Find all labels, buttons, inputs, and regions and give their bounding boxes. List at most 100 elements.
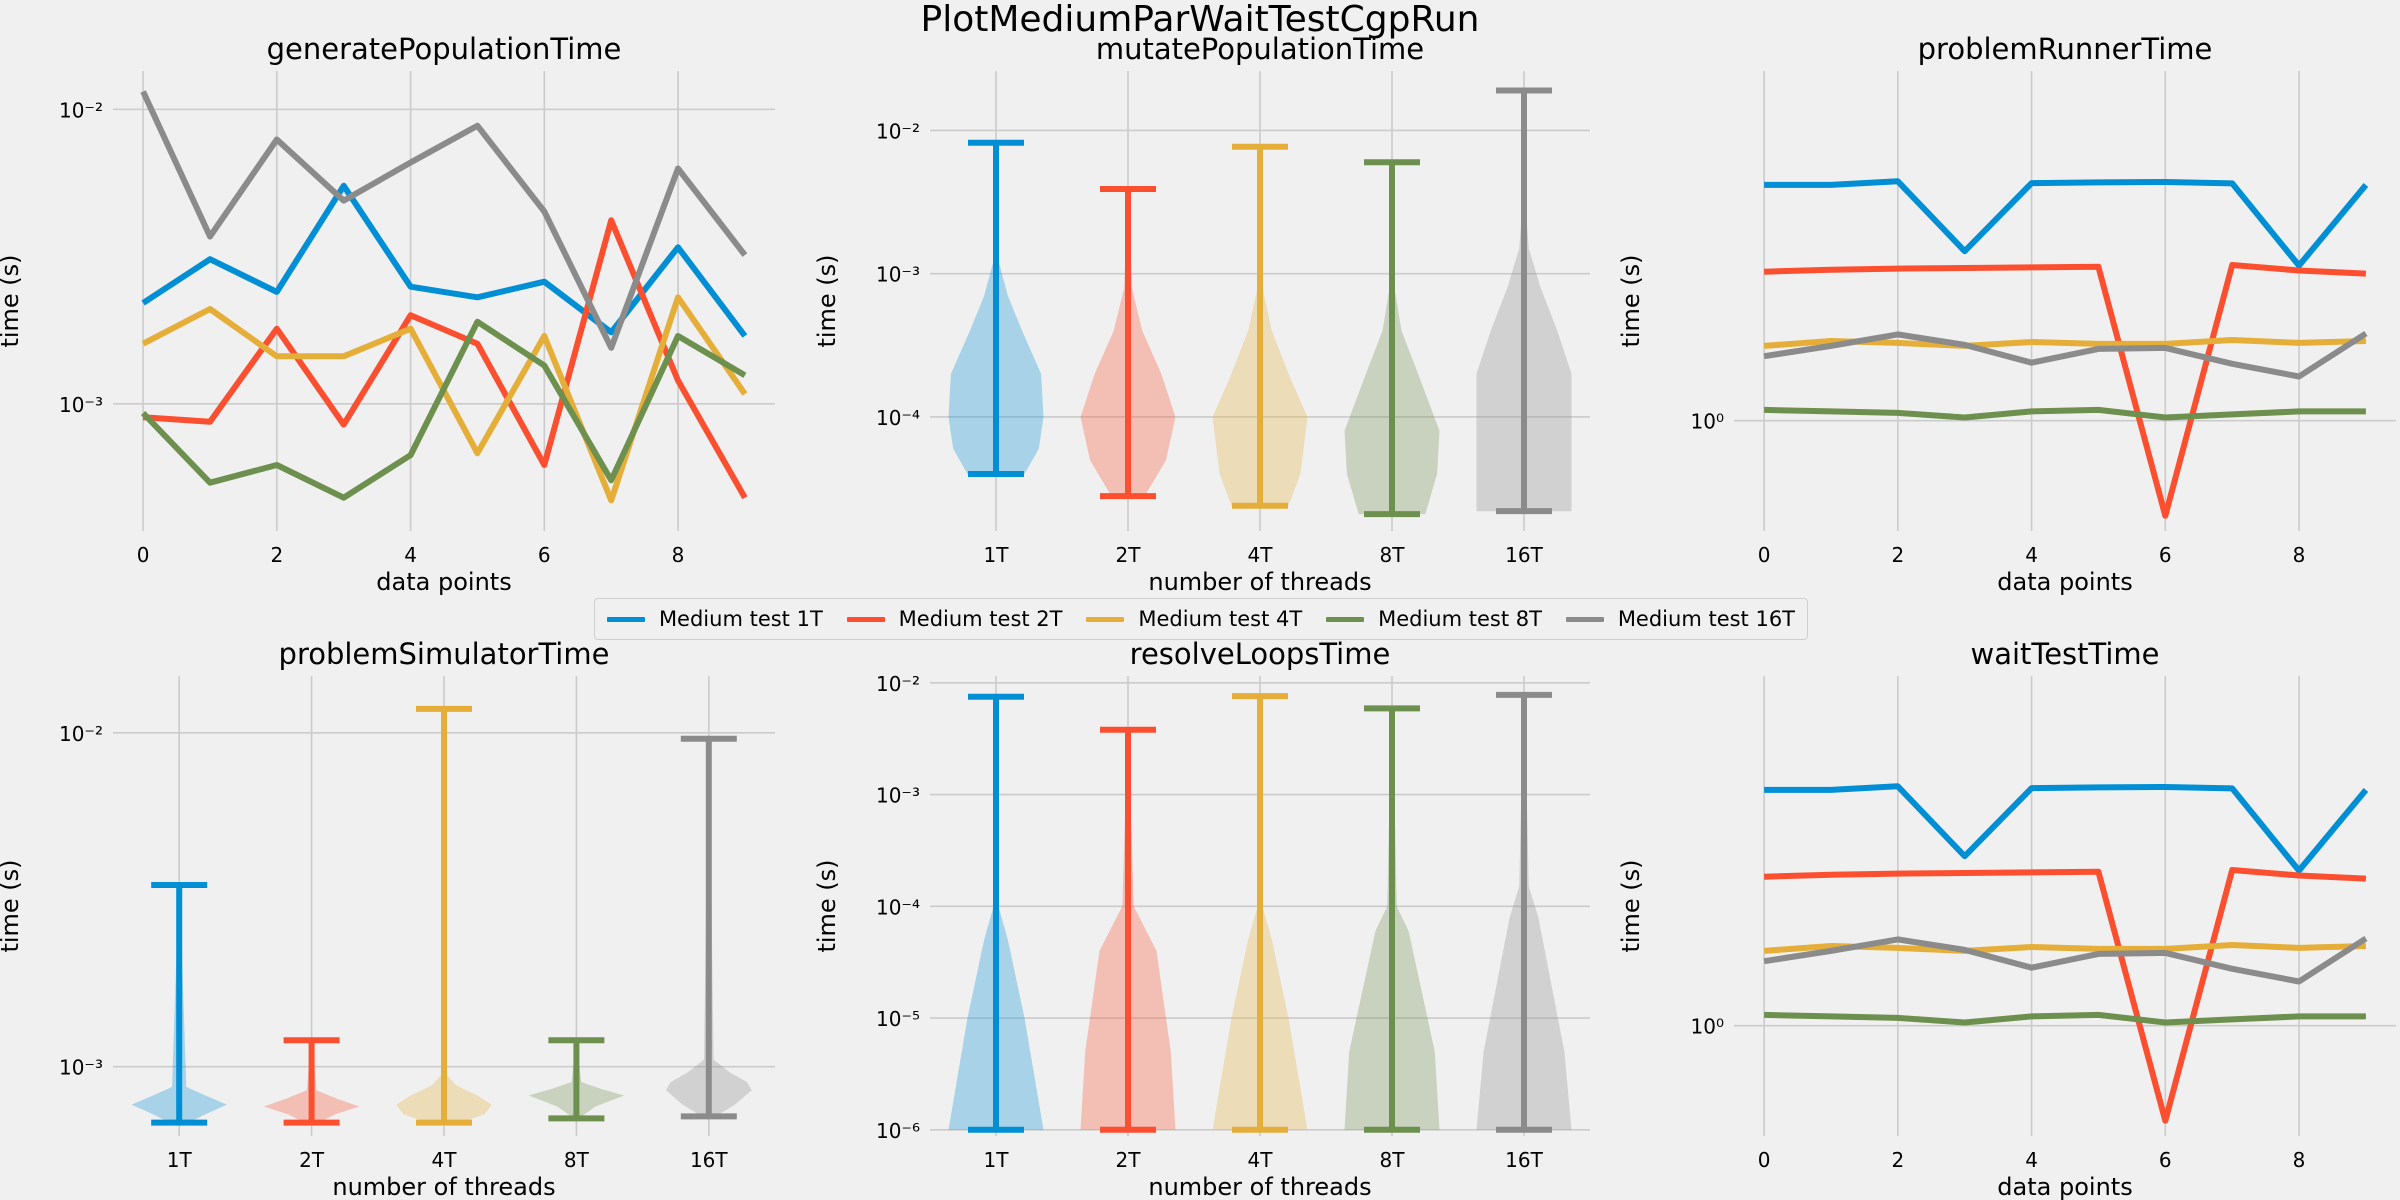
figure-title: PlotMediumParWaitTestCgpRun [920, 0, 1480, 40]
y-axis-label: time (s) [813, 254, 841, 347]
y-tick-label: 10⁻⁴ [876, 406, 920, 430]
y-tick-label: 10⁻⁴ [876, 895, 920, 919]
x-tick-label: 0 [1758, 543, 1771, 567]
panel-title: problemRunnerTime [1918, 32, 2213, 66]
legend-swatch [1326, 616, 1365, 622]
y-tick-label: 10⁻³ [59, 1056, 103, 1080]
x-axis-label: data points [1997, 568, 2132, 596]
panel-resolveLoopsTime: resolveLoopsTime 1T 2T 4T 8T 16T number of thr… [813, 637, 1590, 1200]
legend-swatch [846, 616, 885, 622]
legend-item: Medium test 4T [1086, 607, 1302, 631]
x-axis-label: data points [1997, 1173, 2132, 1200]
y-tick-label: 10⁻³ [876, 784, 920, 808]
legend-item: Medium test 1T [606, 607, 823, 631]
x-tick-label: 4T [1248, 1148, 1274, 1172]
panel-mutatePopulationTime: mutatePopulationTime 1T 2T 4T 8T 16T number of… [813, 32, 1590, 596]
x-tick-label: 16T [690, 1148, 728, 1172]
series-line-3 [140, 318, 747, 501]
legend: Medium test 1T Medium test 2T Medium test … [594, 598, 1808, 640]
x-axis-label: number of threads [1148, 1173, 1371, 1200]
y-tick-label: 10⁻² [59, 722, 103, 746]
x-tick-label: 8 [672, 543, 685, 567]
x-tick-label: 2T [1116, 1148, 1142, 1172]
legend-swatch [1086, 616, 1125, 622]
x-tick-label: 1T [984, 1148, 1010, 1172]
y-tick-label: 10⁰ [1691, 410, 1724, 434]
series-line-0 [141, 182, 748, 338]
y-axis-label: time (s) [1617, 859, 1645, 952]
y-tick-label: 10⁻³ [59, 393, 103, 417]
x-tick-label: 2 [270, 543, 283, 567]
plot-area [1763, 178, 2369, 519]
x-tick-label: 4 [2025, 1148, 2038, 1172]
x-axis-label: data points [376, 568, 511, 596]
x-tick-label: 4 [2025, 543, 2038, 567]
x-axis-label: number of threads [1148, 568, 1371, 596]
panel-title: mutatePopulationTime [1096, 32, 1424, 66]
x-tick-label: 2T [1116, 543, 1142, 567]
series-line-0 [1764, 783, 2369, 874]
series-line-4 [140, 90, 748, 351]
series-line-1 [142, 217, 748, 500]
panel-waitTestTime: waitTestTime 0 2 4 6 8 data points 10⁰ time (s) [1617, 637, 2396, 1200]
plot-area [131, 705, 752, 1126]
y-axis-label: time (s) [1617, 254, 1645, 347]
x-tick-label: 8T [564, 1148, 590, 1172]
series-line-0 [1764, 178, 2369, 269]
panel-title: resolveLoopsTime [1130, 637, 1391, 671]
y-axis-label: time (s) [813, 859, 841, 952]
x-tick-label: 1T [167, 1148, 193, 1172]
panel-problemRunnerTime: problemRunnerTime 0 2 4 6 8 data points 10⁰ time… [1617, 32, 2396, 596]
plot-area [948, 691, 1572, 1133]
y-tick-label: 10⁻² [59, 98, 103, 122]
plot-area [948, 87, 1572, 518]
series-line-3 [1764, 1011, 2366, 1026]
legend-item: Medium test 8T [1326, 607, 1542, 631]
y-tick-label: 10⁻² [876, 672, 920, 696]
panel-title: problemSimulatorTime [279, 637, 610, 671]
x-tick-label: 2T [299, 1148, 325, 1172]
legend-label: Medium test 2T [898, 607, 1063, 631]
series-line-3 [1764, 406, 2366, 421]
x-tick-label: 6 [2159, 1148, 2172, 1172]
legend-swatch [1565, 616, 1604, 622]
series-line-1 [1764, 262, 2367, 519]
x-tick-label: 8T [1380, 543, 1406, 567]
x-axis-label: number of threads [332, 1173, 555, 1200]
x-tick-label: 0 [137, 543, 150, 567]
y-tick-label: 10⁻² [876, 119, 920, 143]
legend-item: Medium test 16T [1565, 607, 1796, 631]
x-tick-label: 16T [1505, 1148, 1543, 1172]
x-tick-label: 8 [2293, 1148, 2306, 1172]
series-line-1 [1764, 867, 2367, 1124]
legend-item: Medium test 2T [846, 607, 1063, 631]
y-tick-label: 10⁻³ [876, 263, 920, 287]
panel-generatePopulationTime: generatePopulationTime 0 2 4 6 8 data points 10… [0, 32, 775, 596]
panel-title: generatePopulationTime [267, 32, 622, 66]
x-tick-label: 8T [1380, 1148, 1406, 1172]
x-tick-label: 6 [2159, 543, 2172, 567]
x-tick-label: 4T [1248, 543, 1274, 567]
series-line-4 [1763, 330, 2368, 380]
x-tick-label: 6 [538, 543, 551, 567]
y-tick-label: 10⁰ [1691, 1015, 1724, 1039]
series-line-4 [1763, 935, 2368, 985]
plot-area [140, 90, 748, 504]
x-tick-label: 16T [1505, 543, 1543, 567]
legend-label: Medium test 1T [658, 607, 823, 631]
x-tick-label: 8 [2293, 543, 2306, 567]
x-tick-label: 4T [432, 1148, 458, 1172]
y-tick-label: 10⁻⁵ [876, 1007, 920, 1031]
y-tick-label: 10⁻⁶ [876, 1119, 920, 1143]
x-tick-label: 1T [984, 543, 1010, 567]
x-tick-label: 0 [1758, 1148, 1771, 1172]
x-tick-label: 4 [404, 543, 417, 567]
plot-area [1763, 783, 2369, 1124]
legend-label: Medium test 16T [1617, 607, 1796, 631]
panel-problemSimulatorTime: problemSimulatorTime 1T 2T 4T 8T 16T number of… [0, 637, 775, 1200]
y-axis-label: time (s) [0, 859, 24, 952]
legend-label: Medium test 4T [1138, 607, 1303, 631]
y-axis-label: time (s) [0, 254, 24, 347]
panel-title: waitTestTime [1971, 637, 2160, 671]
